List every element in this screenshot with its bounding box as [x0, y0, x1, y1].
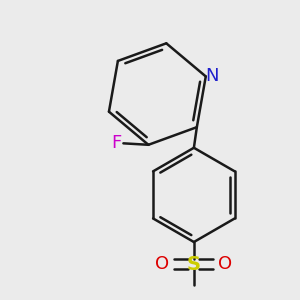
- Text: O: O: [155, 255, 170, 273]
- Text: F: F: [111, 134, 121, 152]
- Text: N: N: [206, 68, 219, 85]
- Text: S: S: [187, 255, 201, 274]
- Text: O: O: [218, 255, 233, 273]
